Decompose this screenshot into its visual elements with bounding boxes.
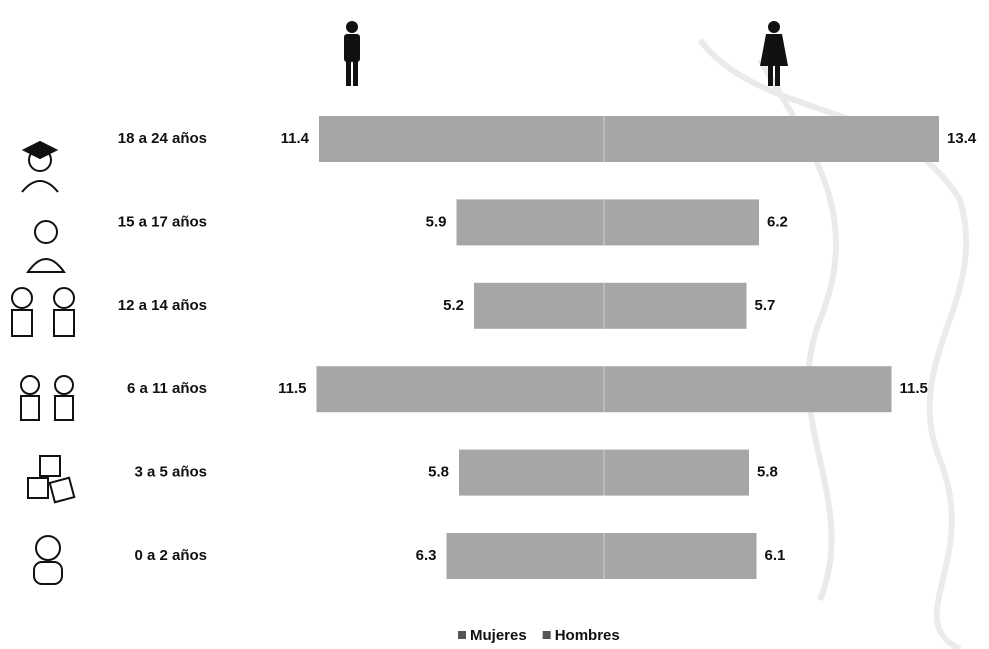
bar: [604, 533, 757, 579]
category-label: 0 a 2 años: [134, 547, 207, 564]
value-label: 11.5: [278, 380, 306, 397]
bar: [456, 199, 604, 246]
bar: [474, 282, 604, 329]
value-label: 5.7: [755, 297, 776, 314]
category-icons: [11, 140, 76, 585]
female-icon: [760, 21, 788, 86]
legend-swatch: [542, 631, 551, 639]
value-label: 5.8: [428, 464, 449, 481]
category-label: 12 a 14 años: [118, 297, 207, 314]
value-label: 6.3: [416, 547, 437, 564]
bar: [604, 282, 747, 329]
value-label: 13.4: [947, 130, 977, 147]
value-label: 6.1: [765, 547, 786, 564]
value-label: 11.5: [900, 380, 928, 397]
category-label: 6 a 11 años: [127, 380, 207, 397]
legend-label: Mujeres: [470, 627, 527, 644]
category-label: 18 a 24 años: [118, 130, 207, 147]
bar: [316, 366, 604, 413]
bar: [604, 366, 892, 413]
legend-swatch: [458, 631, 466, 639]
bar: [604, 199, 759, 246]
value-label: 11.4: [281, 130, 310, 147]
male-icon: [344, 21, 360, 86]
category-label: 15 a 17 años: [118, 213, 207, 230]
value-label: 5.8: [757, 464, 778, 481]
value-label: 5.2: [443, 297, 464, 314]
legend-label: Hombres: [555, 627, 620, 644]
bar: [604, 116, 939, 162]
value-label: 5.9: [426, 213, 447, 230]
value-label: 6.2: [767, 213, 788, 230]
bar: [459, 449, 604, 496]
category-label: 3 a 5 años: [134, 464, 207, 481]
bar: [319, 116, 604, 162]
bar: [604, 449, 749, 496]
bar: [446, 533, 604, 579]
